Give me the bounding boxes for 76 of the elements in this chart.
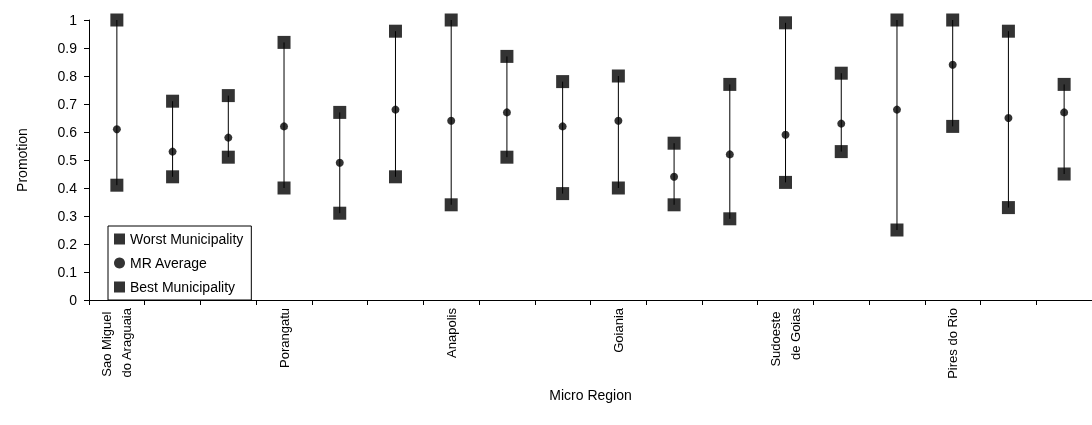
point (221, 89, 235, 103)
point (333, 206, 347, 220)
point (1001, 201, 1015, 215)
point (1004, 114, 1013, 122)
point (667, 136, 681, 150)
point (948, 60, 957, 69)
point (890, 13, 904, 27)
point (500, 150, 514, 164)
x-axis-title: Micro Region (549, 386, 632, 403)
point (558, 122, 567, 131)
point (335, 158, 344, 167)
point (670, 172, 679, 181)
point (444, 198, 458, 212)
point (388, 170, 402, 184)
point (723, 212, 737, 226)
point (110, 13, 124, 27)
point (1057, 77, 1071, 91)
point (779, 175, 793, 189)
point (779, 16, 793, 30)
legend-label: MR Average (130, 255, 207, 271)
point (388, 24, 402, 38)
x-tick-label: Pires do Rio (945, 308, 961, 379)
point (166, 170, 180, 184)
point (333, 105, 347, 119)
point (667, 198, 681, 212)
x-tick-label: Sao Miguel do Araguaia (99, 307, 135, 378)
point (611, 69, 625, 83)
point (892, 105, 901, 114)
y-tick-label: 0 (69, 292, 78, 308)
point (834, 145, 848, 159)
point (781, 130, 790, 139)
point (614, 116, 623, 125)
y-tick-label: 0.3 (57, 208, 78, 224)
point (166, 94, 180, 108)
y-tick-label: 0.9 (57, 40, 78, 56)
y-tick-label: 0.5 (57, 152, 78, 168)
y-tick-label: 0.8 (57, 68, 78, 84)
point (556, 75, 570, 89)
point (834, 66, 848, 80)
point (1060, 108, 1069, 117)
point (890, 223, 904, 237)
point (946, 13, 960, 27)
point (277, 181, 291, 195)
point (224, 133, 233, 142)
point (168, 147, 177, 156)
point (447, 116, 456, 125)
point (946, 119, 960, 133)
point (444, 13, 458, 27)
point (1057, 167, 1071, 181)
legend-label: Worst Municipality (130, 231, 244, 247)
point (277, 35, 291, 49)
y-axis-title: Promotion (14, 128, 30, 192)
point (556, 187, 570, 201)
x-tick-label: Sudoeste de Goias (768, 307, 804, 367)
point (611, 181, 625, 195)
x-tick-label: Porangatu (276, 308, 292, 368)
point (391, 105, 400, 114)
y-tick-label: 0.6 (57, 124, 78, 140)
point (725, 150, 734, 159)
x-tick-label: Goiania (610, 307, 626, 353)
y-tick-label: 0.1 (57, 264, 78, 280)
point (280, 122, 289, 131)
y-tick-label: 1 (69, 12, 78, 28)
point (837, 119, 846, 128)
point (723, 77, 737, 91)
point (112, 125, 121, 134)
y-tick-label: 0.2 (57, 236, 78, 252)
legend-label: Best Municipality (130, 279, 236, 295)
y-tick-label: 0.4 (57, 180, 78, 196)
x-tick-label: Anapolis (443, 307, 459, 358)
point (500, 49, 514, 63)
point (502, 108, 511, 117)
point (1001, 24, 1015, 38)
point (221, 150, 235, 164)
y-tick-label: 0.7 (57, 96, 78, 112)
point (110, 178, 124, 192)
